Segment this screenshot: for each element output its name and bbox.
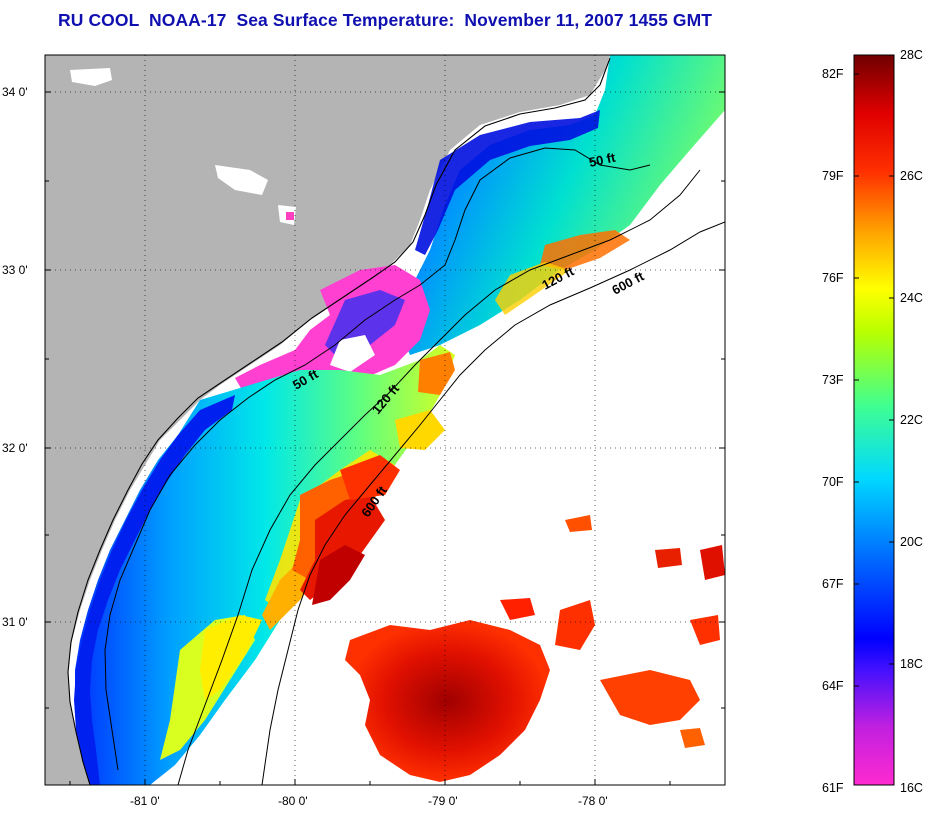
map-frame (44, 54, 726, 786)
cb-f-67: 67F (822, 577, 844, 591)
lon-label-79: -79 0' (428, 794, 458, 808)
sst-map: 50 ft 120 ft 600 ft 50 ft 120 ft 600 ft (45, 55, 725, 785)
cb-f-76: 76F (822, 271, 844, 285)
lon-label-81: -81 0' (130, 794, 160, 808)
axis-ticks (45, 91, 725, 785)
sst-warm-eddy (345, 620, 550, 782)
cb-f-82: 82F (822, 67, 844, 81)
lon-label-78: -78 0' (578, 794, 608, 808)
isobath-50ft (104, 147, 651, 771)
land-mass (45, 55, 610, 785)
map-title: RU COOL NOAA-17 Sea Surface Temperature:… (58, 10, 713, 30)
lat-label-32: 32 0' (2, 441, 28, 455)
cb-c-24: 24C (900, 291, 923, 305)
cb-c-18: 18C (900, 657, 923, 671)
graticule (45, 55, 725, 785)
cb-f-79: 79F (822, 169, 844, 183)
lon-label-80: -80 0' (278, 794, 308, 808)
lat-label-31: 31 0' (2, 615, 28, 629)
cb-c-16: 16C (900, 781, 923, 795)
colorbar (853, 54, 895, 786)
cb-c-26: 26C (900, 169, 923, 183)
cb-c-28: 28C (900, 48, 923, 62)
cb-f-73: 73F (822, 373, 844, 387)
sst-northern-band (395, 55, 725, 355)
cb-f-70: 70F (822, 475, 844, 489)
cloud-patch (70, 68, 112, 86)
cb-f-61: 61F (822, 781, 844, 795)
coastline (67, 57, 611, 785)
isobath-120ft (177, 169, 701, 785)
colorbar-ticks (854, 73, 894, 687)
cb-f-64: 64F (822, 679, 844, 693)
cb-c-22: 22C (900, 413, 923, 427)
cloud-patch (215, 165, 268, 195)
cb-c-20: 20C (900, 535, 923, 549)
lat-label-33: 33 0' (2, 263, 28, 277)
isobath-600ft (261, 221, 725, 785)
lat-label-34: 34 0' (2, 85, 28, 99)
label-50ft-north: 50 ft (588, 150, 618, 170)
